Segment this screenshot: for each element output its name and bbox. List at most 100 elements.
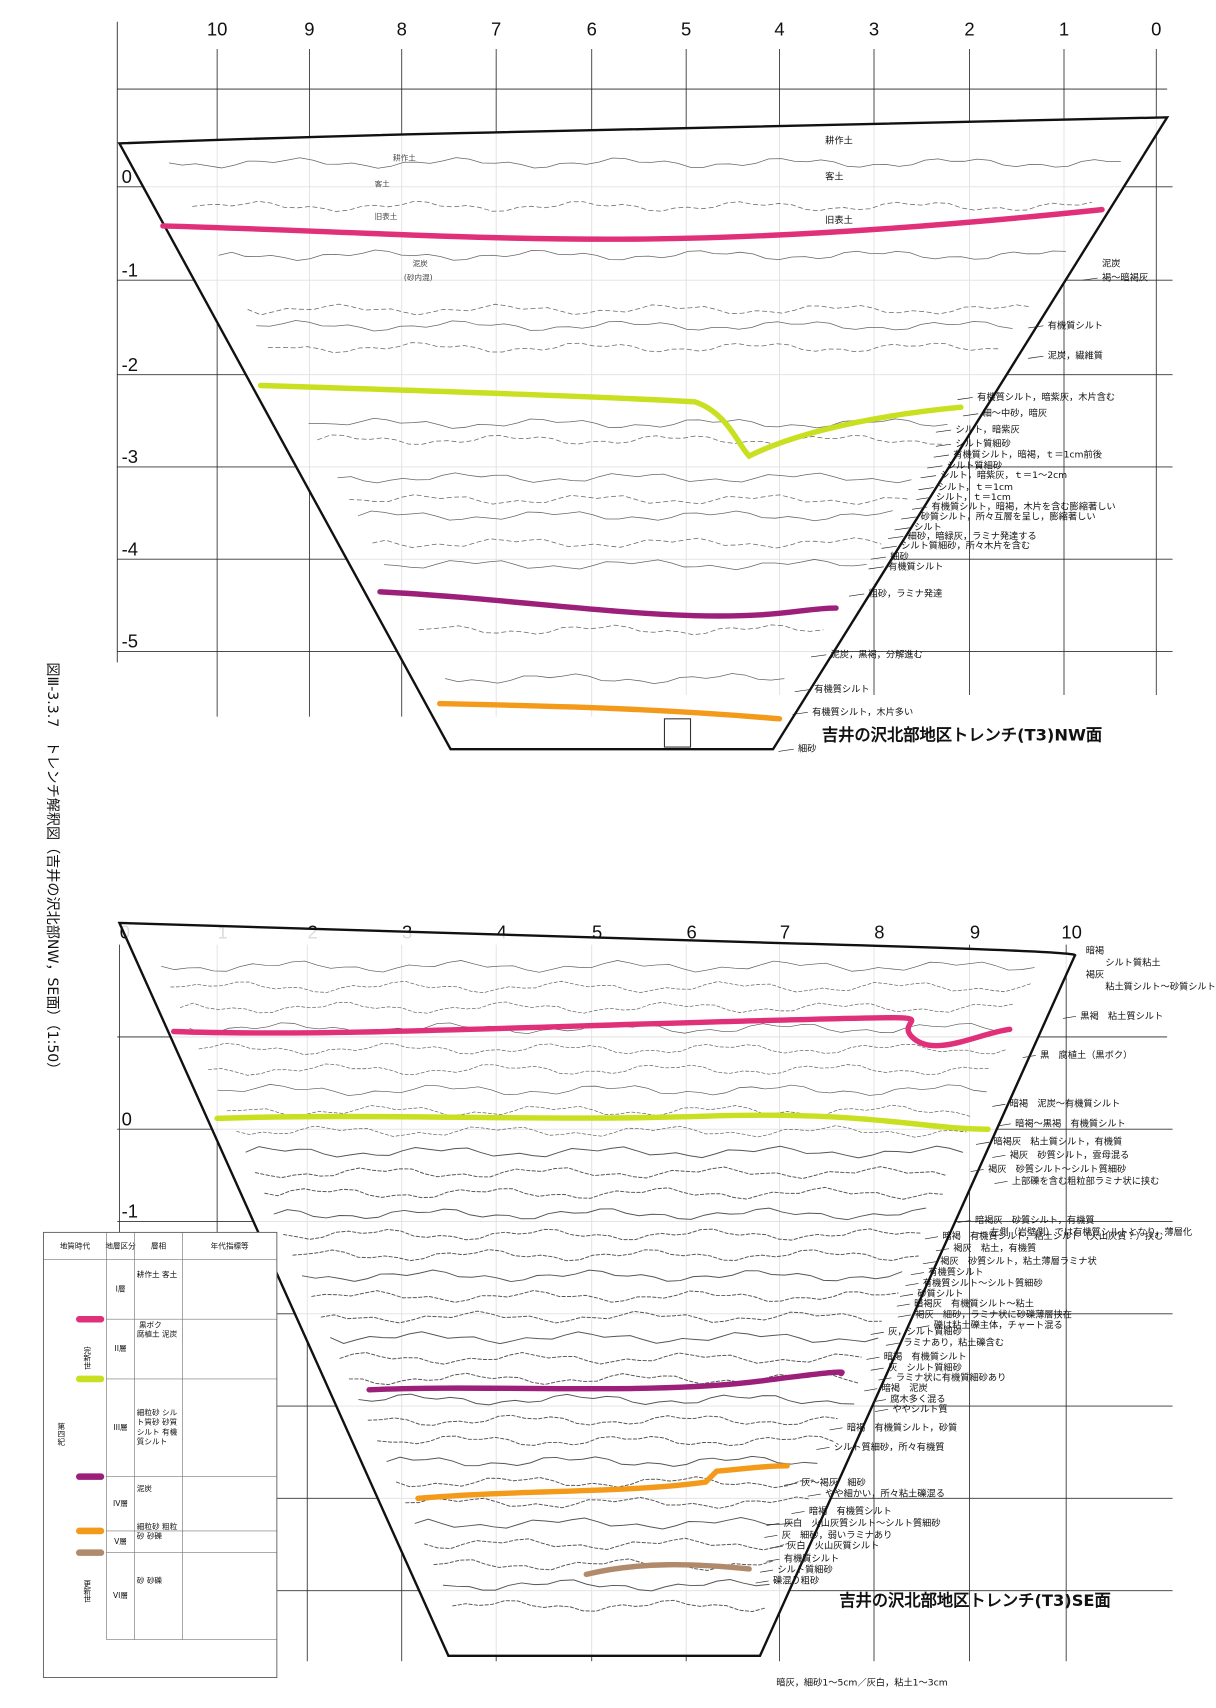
leader-line bbox=[905, 1283, 919, 1286]
layer-note: 褐灰 bbox=[1086, 969, 1104, 981]
strata-line bbox=[208, 1063, 991, 1076]
depth-label: -4 bbox=[122, 538, 138, 559]
layer-note: 暗灰，細砂1～5cm／灰白，粘土1～3cm bbox=[776, 1676, 947, 1688]
leader-line bbox=[794, 689, 810, 693]
legend-unit: III層 bbox=[113, 1423, 127, 1432]
leader-line bbox=[885, 1342, 900, 1346]
x-axis-label: 3 bbox=[869, 18, 879, 39]
leader-line bbox=[864, 1388, 878, 1392]
layer-note: ラミナ状に有機質細砂あり bbox=[896, 1371, 1007, 1383]
x-axis-label: 8 bbox=[397, 18, 407, 39]
strata-line bbox=[264, 1186, 943, 1200]
layer-note: シルト質粘土 bbox=[1105, 957, 1160, 969]
layer-note: 褐灰 砂質シルト，粘土薄層ラミナ状 bbox=[940, 1255, 1096, 1267]
layer-note: 暗褐灰 有機質シルト～粘土 bbox=[914, 1298, 1034, 1310]
strata-line bbox=[339, 1352, 862, 1365]
strata-line bbox=[320, 1310, 882, 1324]
leader-line bbox=[896, 1303, 910, 1307]
strata-line bbox=[198, 1042, 1008, 1055]
layer-note: ラミナあり，粘土礫含む bbox=[903, 1337, 1004, 1349]
leader-line bbox=[888, 536, 904, 539]
strata-line bbox=[247, 303, 1030, 316]
legend-unit: IV層 bbox=[113, 1499, 128, 1508]
layer-note: 有機質シルト，木片多い bbox=[812, 706, 913, 718]
strata-line bbox=[308, 417, 948, 429]
layer-note: シルト，ｔ＝1cm bbox=[936, 492, 1011, 503]
layer-note: 細砂 bbox=[890, 551, 908, 563]
layer-note: 粗砂，ラミナ発達 bbox=[869, 587, 943, 599]
x-axis-label: 9 bbox=[304, 18, 314, 39]
leader-line bbox=[878, 1377, 892, 1381]
strata-line bbox=[452, 1599, 766, 1612]
x-axis-label: 7 bbox=[491, 18, 501, 39]
layer-note: シルト質細砂，所々木片を含む bbox=[901, 540, 1030, 552]
leader-line bbox=[791, 1511, 805, 1514]
leader-line bbox=[910, 1272, 924, 1276]
x-axis-label: 1 bbox=[1059, 18, 1069, 39]
layer-note: 有機質シルト，暗褐，木片を含む膨縮著しい bbox=[932, 501, 1116, 513]
sketch-label: 客土 bbox=[375, 179, 391, 189]
strata-line bbox=[169, 157, 1121, 169]
strata-line bbox=[414, 1516, 794, 1530]
legend-frame bbox=[42, 1231, 278, 1678]
legend-header: 地質時代 bbox=[60, 1240, 91, 1250]
legend-facies-box: 砂 砂礫 bbox=[137, 1577, 162, 1586]
layer-note: 灰白 火山灰質シルト～シルト質細砂 bbox=[784, 1517, 941, 1529]
leader-line bbox=[875, 1409, 889, 1412]
layer-note: 灰白 火山灰質シルト bbox=[787, 1540, 879, 1552]
sketch-block bbox=[663, 718, 692, 748]
strata-line bbox=[236, 1125, 967, 1138]
layer-note: 泥炭，繊維質 bbox=[1048, 350, 1103, 362]
layer-note: 有機質シルト bbox=[1048, 319, 1103, 331]
leader-line bbox=[992, 1154, 1006, 1158]
strata-line bbox=[418, 624, 824, 636]
layer-note: 有機質シルト bbox=[784, 1553, 839, 1565]
figure-caption: 図Ⅲ-3.3.7 トレンチ解釈図（吉井の沢北部NW，SE面）（1:50） bbox=[44, 662, 60, 1076]
layer-note: 有機質シルト bbox=[814, 683, 869, 695]
layer-note: 泥炭，黒褐，分解進む bbox=[831, 648, 923, 660]
strata-line bbox=[218, 249, 1067, 261]
leader-line bbox=[783, 1482, 797, 1486]
legend-swatch bbox=[76, 1527, 105, 1535]
leader-line bbox=[881, 545, 897, 549]
x-axis-label: 9 bbox=[970, 922, 980, 943]
leader-line bbox=[916, 497, 932, 500]
leader-line bbox=[933, 454, 949, 458]
legend-unit: II層 bbox=[114, 1344, 126, 1353]
strata-line bbox=[367, 1414, 838, 1426]
legend-facies: 細粒砂 シルト質砂 砂質シルト 有機質シルト bbox=[136, 1408, 178, 1447]
layer-note: シルト質細砂 bbox=[947, 459, 1002, 471]
strata-line bbox=[267, 342, 999, 354]
leader-line bbox=[924, 1236, 939, 1240]
strata-line bbox=[161, 960, 1035, 973]
layer-note: 腐木多く混る bbox=[890, 1393, 945, 1405]
leader-line bbox=[769, 1545, 783, 1549]
sketch-label: 旧表土 bbox=[375, 211, 398, 221]
strata-line bbox=[330, 1331, 879, 1345]
layer-boundary bbox=[436, 700, 783, 722]
leader-line bbox=[759, 1569, 774, 1573]
x-axis-label: 6 bbox=[587, 18, 597, 39]
layer-note: 礫は粘土礫主体，チャート混る bbox=[934, 1319, 1063, 1331]
layer-note: 細砂，暗緑灰，ラミナ発達する bbox=[908, 530, 1037, 542]
leader-line bbox=[927, 465, 943, 469]
x-axis-label: 5 bbox=[681, 18, 691, 39]
leader-line bbox=[778, 748, 794, 752]
leader-line bbox=[901, 516, 917, 520]
legend-unit: V層 bbox=[114, 1537, 127, 1546]
legend-header: 層相 bbox=[151, 1240, 167, 1250]
layer-boundary bbox=[583, 1561, 752, 1578]
se-title: 吉井の沢北部地区トレンチ(T3)SE面 bbox=[839, 1591, 1111, 1610]
depth-label: -2 bbox=[122, 354, 138, 375]
layer-boundary bbox=[170, 1014, 1013, 1049]
layer-note: 灰，シルト質細砂 bbox=[888, 1326, 962, 1338]
legend-facies-box: 泥炭 bbox=[137, 1484, 152, 1493]
layer-note: 暗褐 有機質シルト bbox=[809, 1505, 892, 1517]
layer-boundary bbox=[415, 1463, 790, 1502]
leader-line bbox=[764, 1534, 778, 1538]
layer-note: 灰 シルト質細砂 bbox=[888, 1362, 962, 1374]
leader-line bbox=[935, 429, 952, 433]
layer-note: 細～中砂，暗灰 bbox=[983, 407, 1048, 419]
